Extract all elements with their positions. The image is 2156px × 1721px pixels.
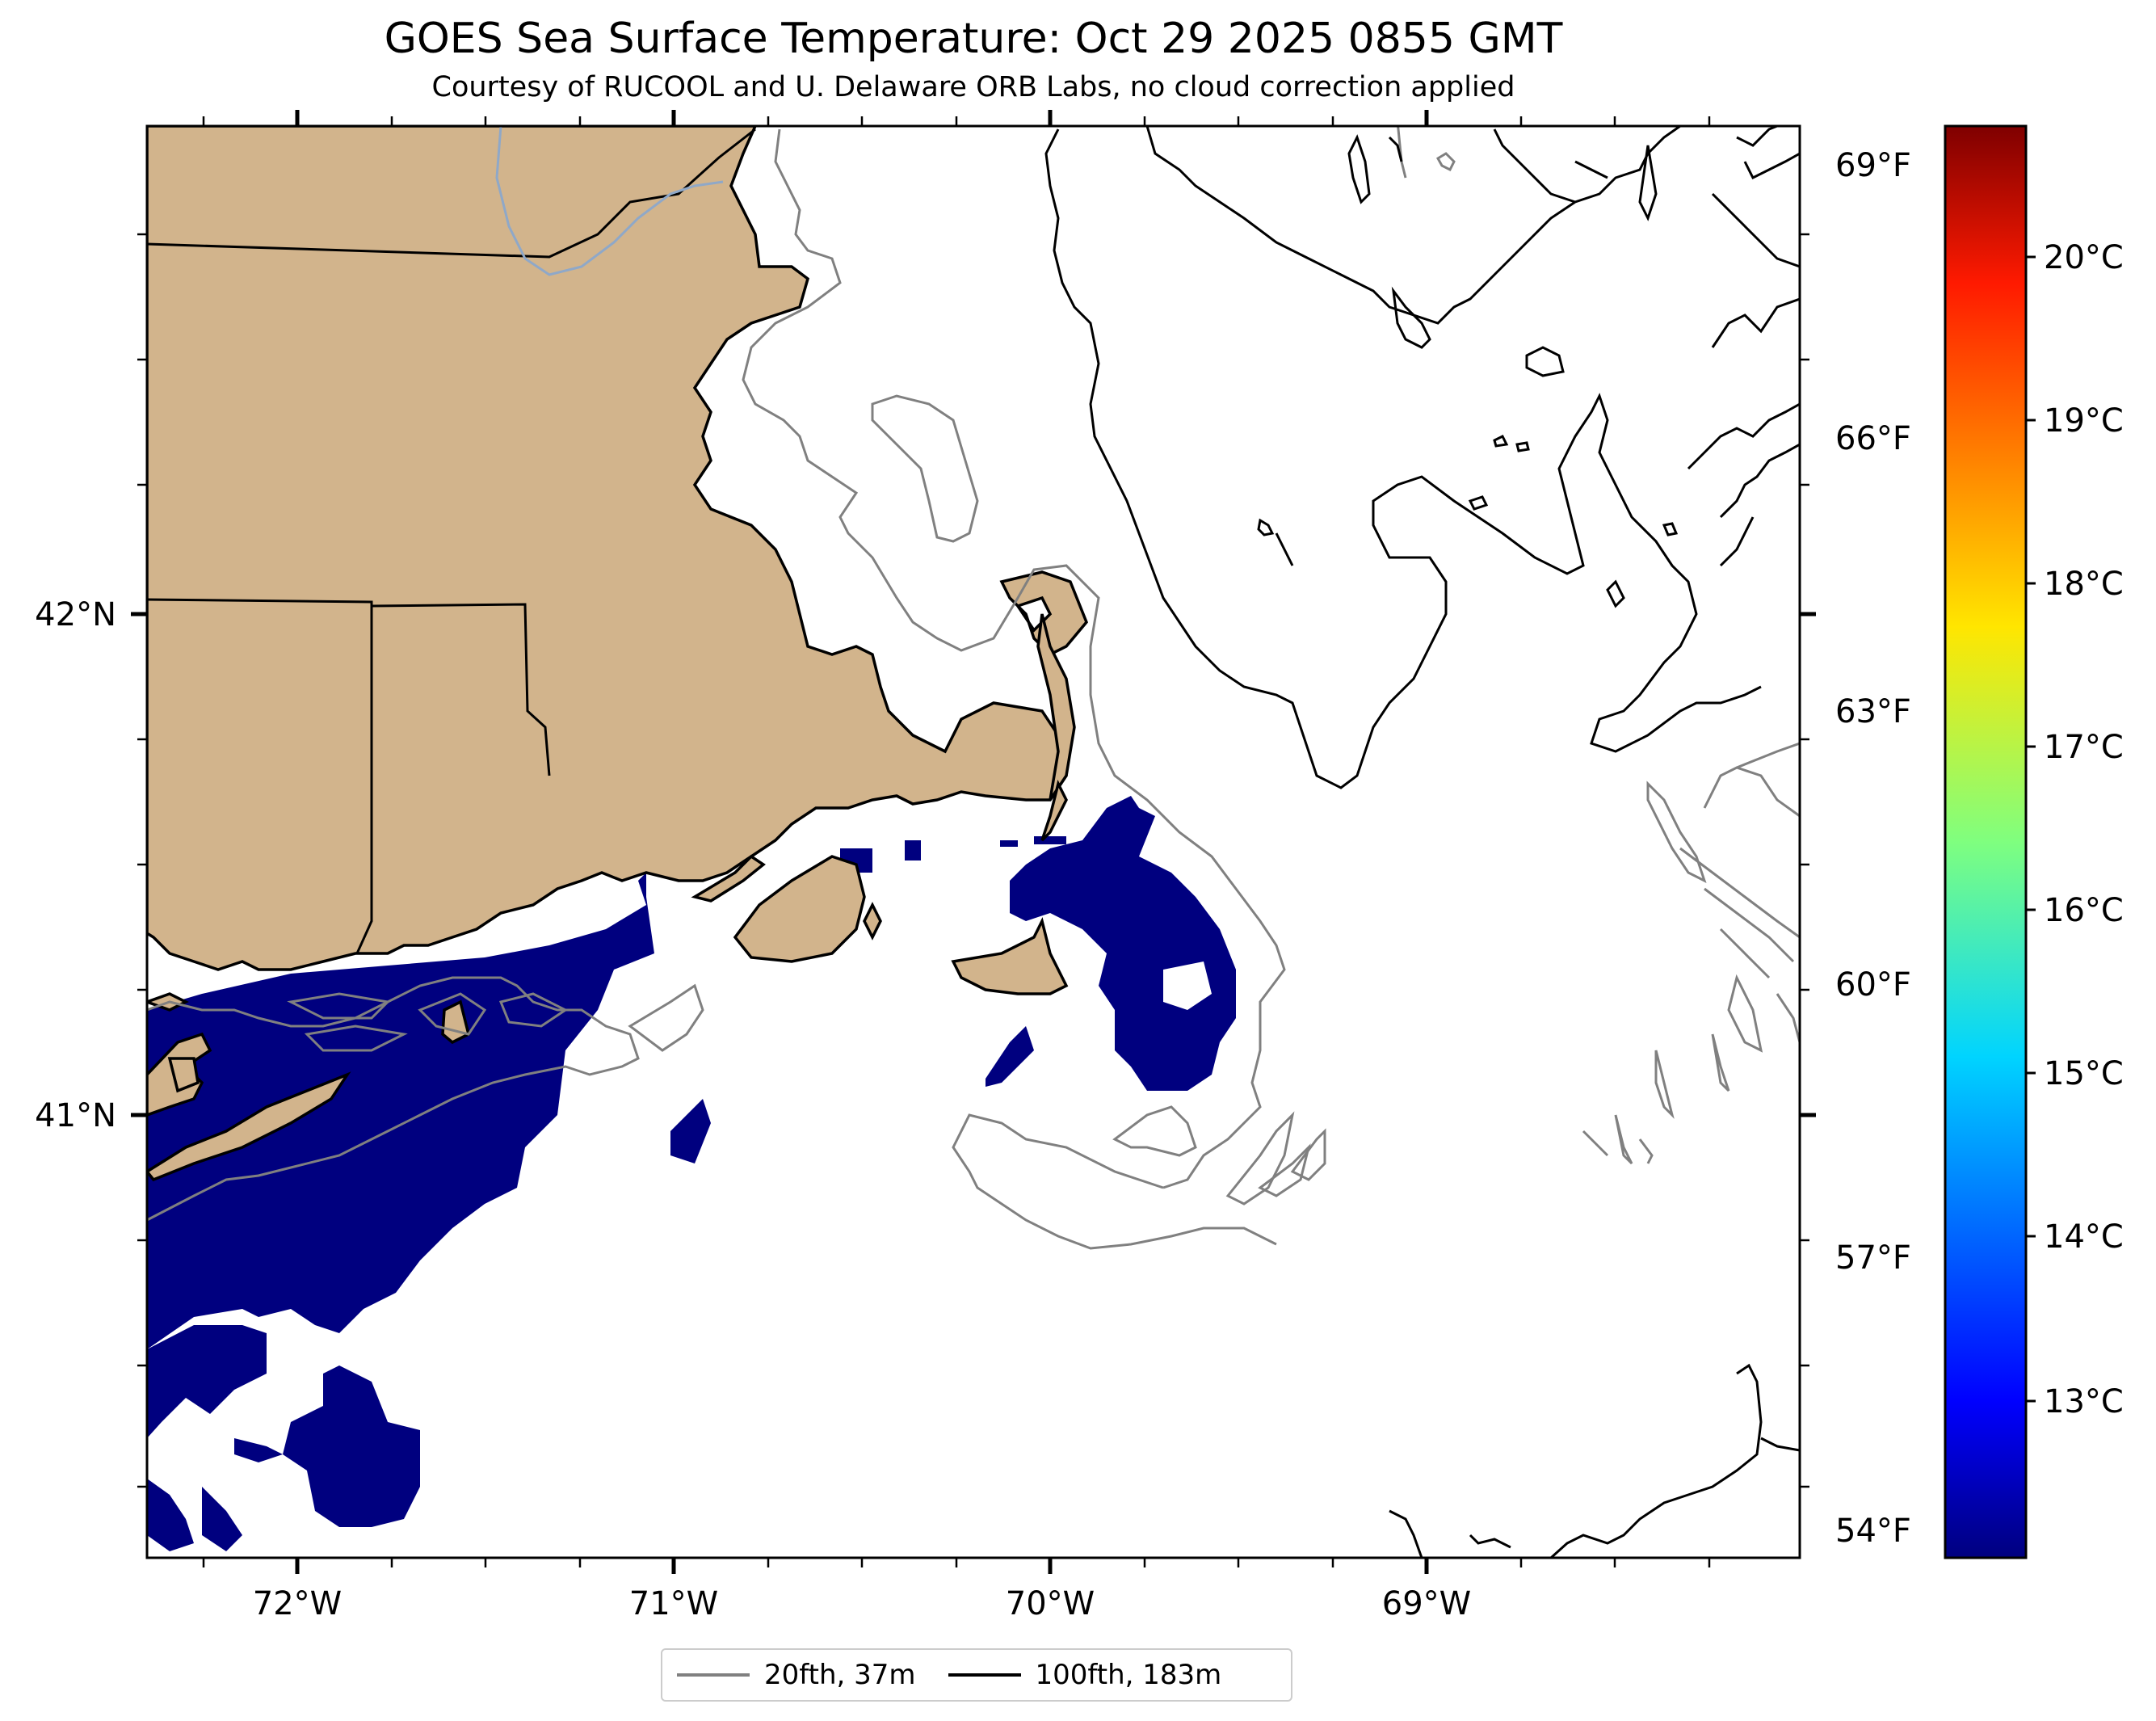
map-area xyxy=(147,126,1800,1558)
c-label-13: 13°C xyxy=(2044,1383,2124,1420)
lat-ticks xyxy=(131,612,1816,1117)
legend-swatch-gray xyxy=(677,1673,750,1677)
lon-ticks xyxy=(295,110,1429,1574)
colorbar xyxy=(1944,124,2028,1559)
c-label-19: 19°C xyxy=(2044,402,2124,440)
c-label-14: 14°C xyxy=(2044,1218,2124,1256)
legend-item-20fth: 20fth, 37m xyxy=(677,1659,916,1691)
c-label-17: 17°C xyxy=(2044,729,2124,766)
f-label-60: 60°F xyxy=(1835,966,1911,1004)
state-borders xyxy=(147,128,756,954)
lon-label-71w: 71°W xyxy=(629,1585,718,1622)
c-label-20: 20°C xyxy=(2044,239,2124,276)
c-label-18: 18°C xyxy=(2044,566,2124,603)
map-frame xyxy=(145,124,1801,1559)
lat-label-42n: 42°N xyxy=(35,596,116,633)
sst-cold-patches xyxy=(147,796,1236,1551)
lat-label-41n: 41°N xyxy=(35,1097,116,1134)
isobath-20fth xyxy=(147,126,1800,1250)
f-label-66: 66°F xyxy=(1835,420,1911,457)
f-label-54: 54°F xyxy=(1835,1513,1911,1550)
isobath-100fth xyxy=(1044,126,1800,1558)
f-label-57: 57°F xyxy=(1835,1239,1911,1277)
lon-label-69w: 69°W xyxy=(1382,1585,1471,1622)
celsius-scale: 20°C 19°C 18°C 17°C 16°C 15°C 14°C 13°C xyxy=(2044,239,2124,1420)
lon-label-70w: 70°W xyxy=(1006,1585,1095,1622)
c-label-15: 15°C xyxy=(2044,1055,2124,1092)
legend-swatch-black xyxy=(948,1673,1021,1677)
colorbar-ticks xyxy=(2026,255,2036,1403)
f-label-69: 69°F xyxy=(1835,147,1911,184)
fahrenheit-scale: 69°F 66°F 63°F 60°F 57°F 54°F xyxy=(1835,147,1911,1550)
map-title: GOES Sea Surface Temperature: Oct 29 202… xyxy=(384,15,1563,63)
map-subtitle: Courtesy of RUCOOL and U. Delaware ORB L… xyxy=(431,71,1515,103)
minor-ticks xyxy=(137,116,1809,1567)
c-label-16: 16°C xyxy=(2044,892,2124,929)
f-label-63: 63°F xyxy=(1835,693,1911,730)
legend-item-100fth: 100fth, 183m xyxy=(948,1659,1222,1691)
river xyxy=(495,126,724,276)
land xyxy=(147,126,1089,1182)
legend-label-20fth: 20fth, 37m xyxy=(764,1659,916,1691)
legend-label-100fth: 100fth, 183m xyxy=(1035,1659,1222,1691)
lon-label-72w: 72°W xyxy=(253,1585,342,1622)
legend: 20fth, 37m 100fth, 183m xyxy=(661,1648,1292,1702)
